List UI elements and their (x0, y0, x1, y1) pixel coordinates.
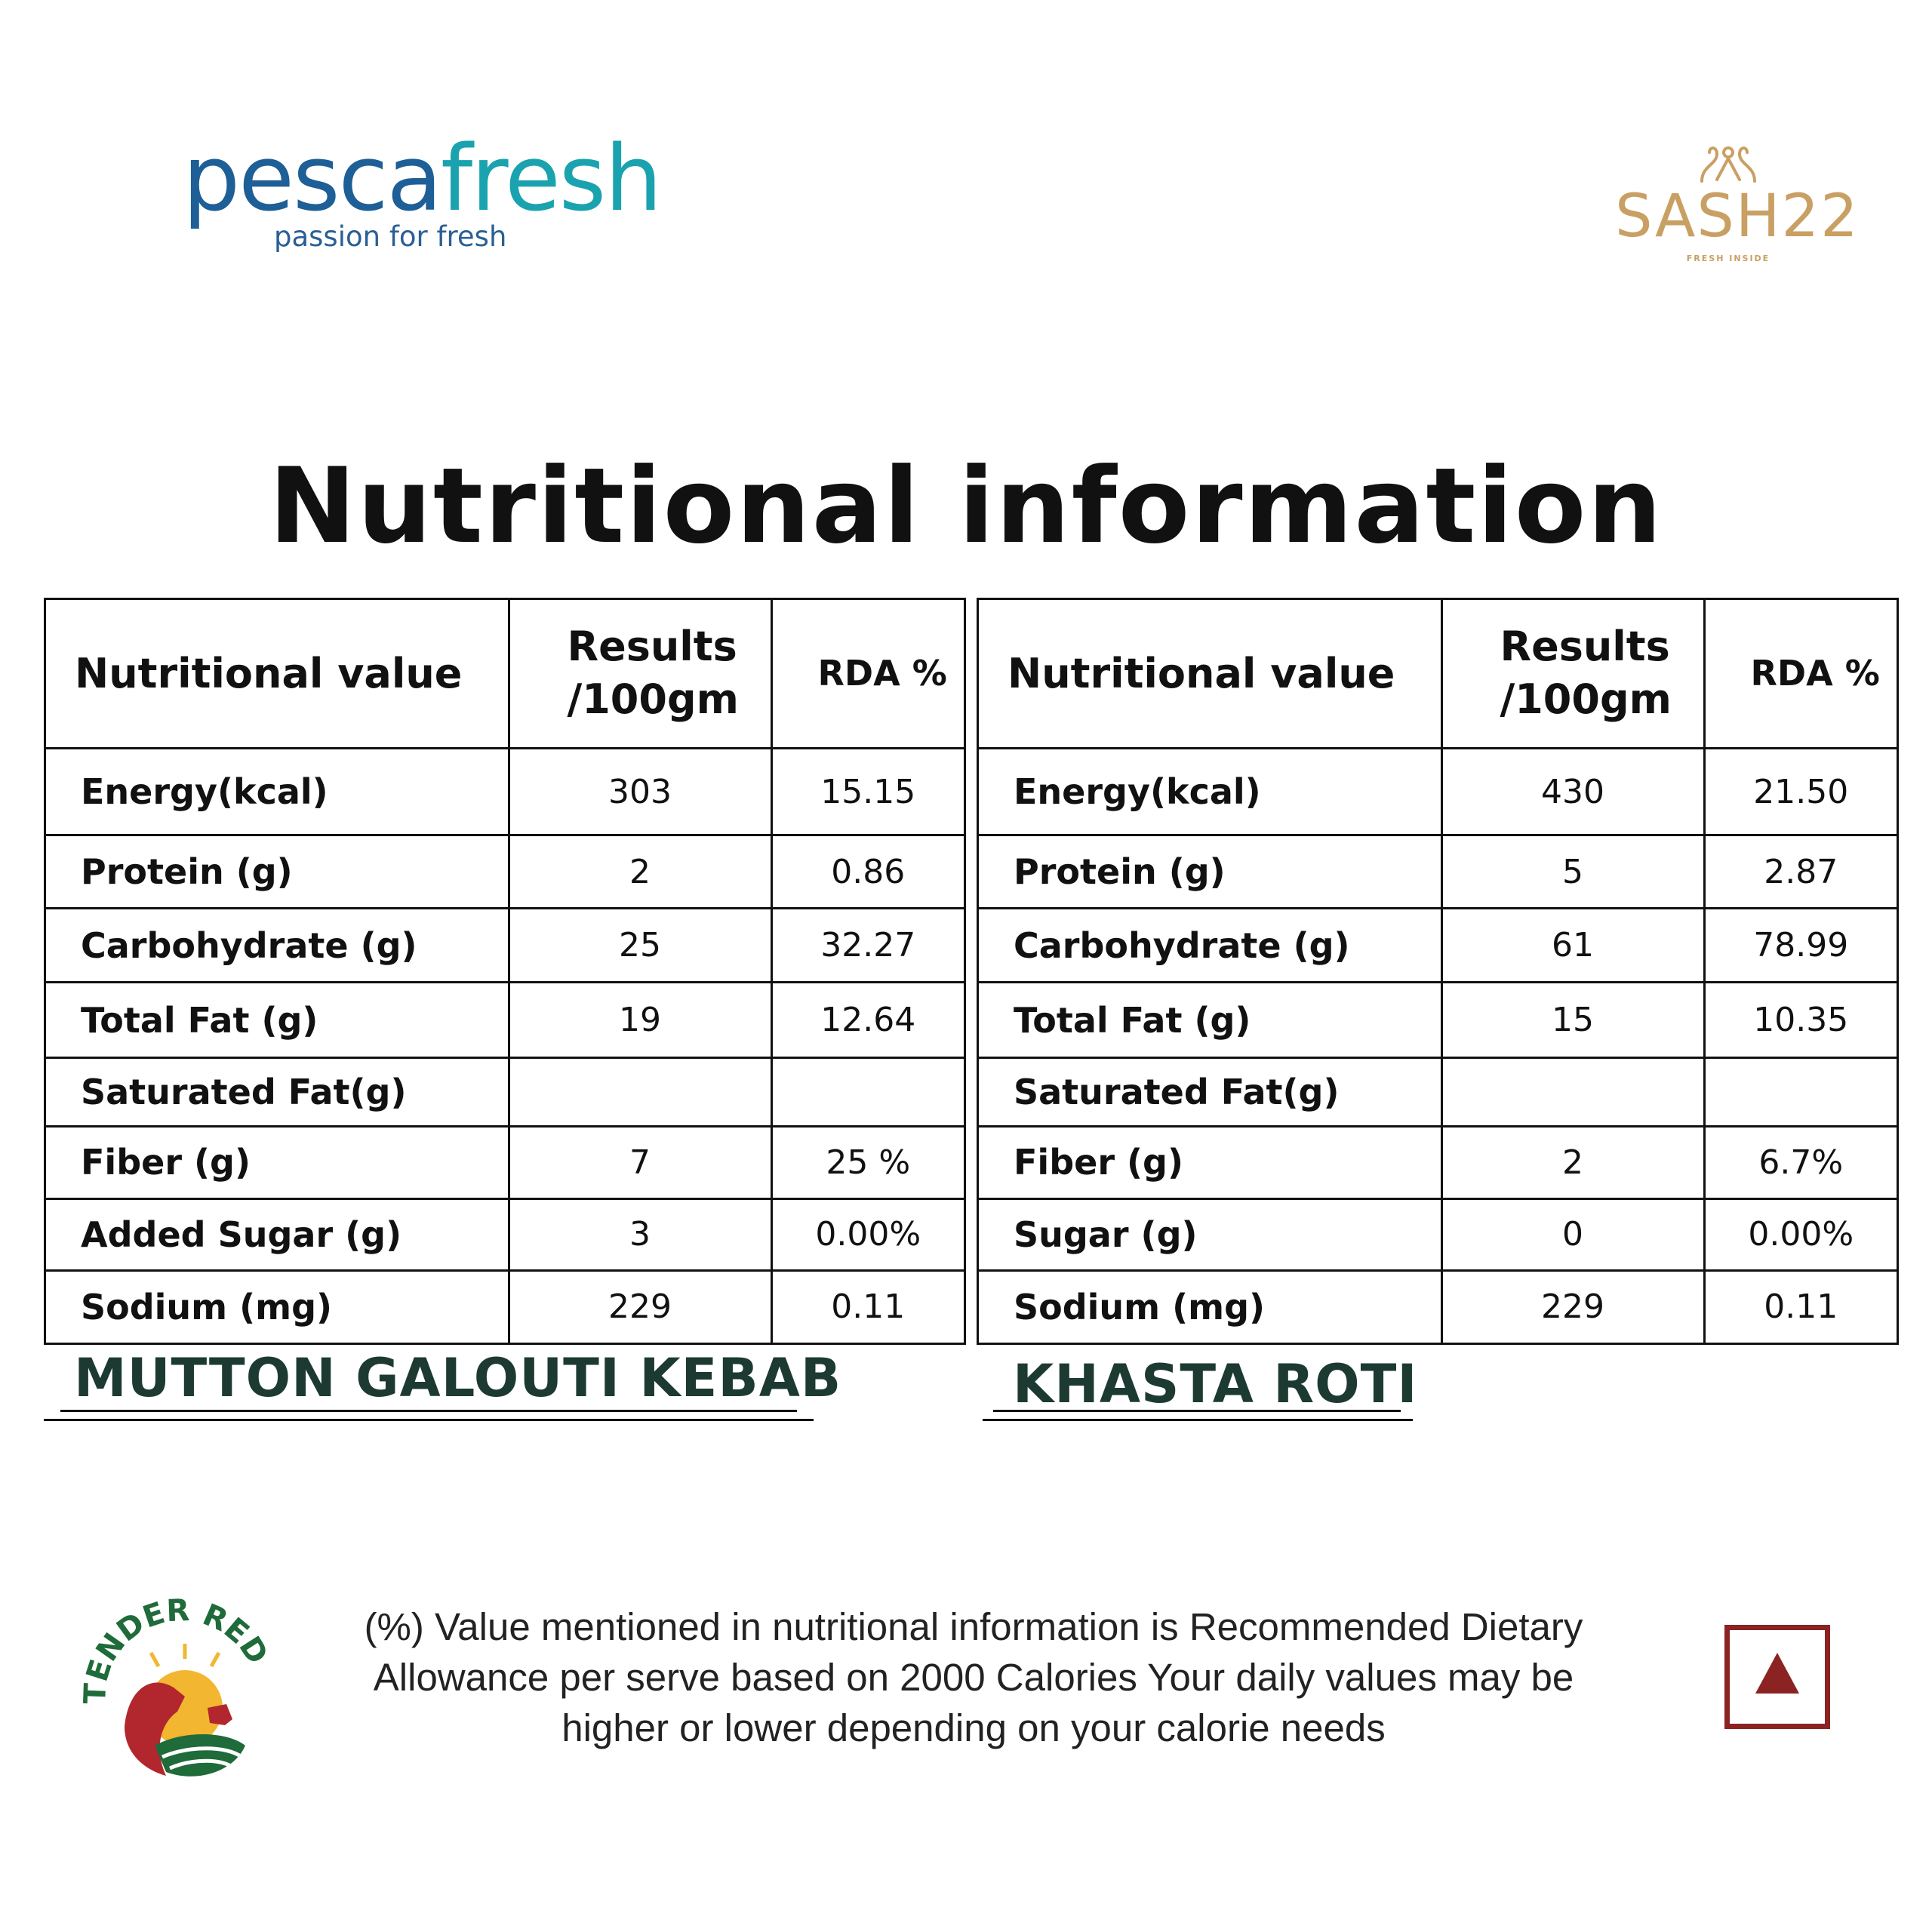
table-row: Sodium (mg) 229 0.11 (979, 1269, 1897, 1343)
sash22-logo: SASH22 FRESH INSIDE (1615, 143, 1860, 263)
row-label: Fiber (g) (979, 1125, 1443, 1200)
header-rda: RDA % (1703, 600, 1897, 749)
row-result: 3 (507, 1197, 773, 1272)
table-row: Added Sugar (g) 3 0.00% (46, 1197, 964, 1272)
table-row: Protein (g) 5 2.87 (979, 834, 1897, 909)
table-row: Sugar (g) 0 0.00% (979, 1197, 1897, 1272)
product-name-khasta-roti: KHASTA ROTI (1013, 1353, 1418, 1415)
header-rda: RDA % (770, 600, 964, 749)
pescafresh-wordmark: pescafresh (183, 127, 662, 232)
table-row: Fiber (g) 7 25 % (46, 1125, 964, 1200)
row-result: 2 (1440, 1125, 1706, 1200)
row-label: Sugar (g) (979, 1197, 1443, 1272)
nutrition-table-mutton: Nutritional value Results/100gm RDA % En… (44, 598, 966, 1345)
row-rda: 6.7% (1703, 1125, 1897, 1200)
row-label: Energy(kcal) (979, 746, 1443, 837)
product-underline (60, 1410, 797, 1412)
row-rda: 0.11 (770, 1269, 964, 1343)
table-row: Total Fat (g) 19 12.64 (46, 981, 964, 1059)
goat-farm-emblem-icon: TENDER RED (78, 1593, 275, 1777)
page-title: Nutritional information (269, 445, 1663, 567)
row-rda: 0.00% (770, 1197, 964, 1272)
row-label: Carbohydrate (g) (46, 906, 510, 984)
header-results: Results/100gm (507, 600, 773, 749)
sash22-tagline: FRESH INSIDE (1686, 254, 1770, 263)
row-rda: 78.99 (1703, 906, 1897, 984)
pescafresh-tagline: passion for fresh (274, 220, 507, 253)
table-row: Energy(kcal) 430 21.50 (979, 746, 1897, 837)
footnote-line: Allowance per serve based on 2000 Calori… (373, 1656, 1574, 1699)
row-rda: 0.11 (1703, 1269, 1897, 1343)
table-row: Protein (g) 2 0.86 (46, 834, 964, 909)
table-row: Total Fat (g) 15 10.35 (979, 981, 1897, 1059)
table-row: Saturated Fat(g) (46, 1056, 964, 1128)
row-result: 25 (507, 906, 773, 984)
row-label: Protein (g) (979, 834, 1443, 909)
row-label: Sodium (mg) (46, 1269, 510, 1343)
triangle-up-icon (1755, 1653, 1799, 1694)
table-row: Sodium (mg) 229 0.11 (46, 1269, 964, 1343)
header-nutritional-value: Nutritional value (979, 600, 1443, 749)
row-label: Protein (g) (46, 834, 510, 909)
nutrition-table-khasta-roti: Nutritional value Results/100gm RDA % En… (977, 598, 1899, 1345)
header-nutritional-value: Nutritional value (46, 600, 510, 749)
row-result: 7 (507, 1125, 773, 1200)
row-rda: 10.35 (1703, 981, 1897, 1059)
row-result: 229 (1440, 1269, 1706, 1343)
table-row: Carbohydrate (g) 61 78.99 (979, 906, 1897, 984)
row-result (1440, 1056, 1706, 1128)
sash22-wordmark: SASH22 (1615, 183, 1860, 251)
row-label: Sodium (mg) (979, 1269, 1443, 1343)
row-rda: 32.27 (770, 906, 964, 984)
row-label: Saturated Fat(g) (979, 1056, 1443, 1128)
row-result: 430 (1440, 746, 1706, 837)
row-rda: 0.86 (770, 834, 964, 909)
row-result: 2 (507, 834, 773, 909)
row-result: 15 (1440, 981, 1706, 1059)
row-result: 61 (1440, 906, 1706, 984)
table-header-row: Nutritional value Results/100gm RDA % (979, 600, 1897, 749)
header-results: Results/100gm (1440, 600, 1706, 749)
row-result: 19 (507, 981, 773, 1059)
product-underline (44, 1419, 814, 1421)
product-underline (983, 1419, 1413, 1421)
row-label: Fiber (g) (46, 1125, 510, 1200)
table-row: Energy(kcal) 303 15.15 (46, 746, 964, 837)
table-row: Fiber (g) 2 6.7% (979, 1125, 1897, 1200)
row-label: Carbohydrate (g) (979, 906, 1443, 984)
rda-footnote: (%) Value mentioned in nutritional infor… (317, 1601, 1630, 1753)
product-underline (993, 1410, 1401, 1412)
row-label: Total Fat (g) (46, 981, 510, 1059)
row-rda (770, 1056, 964, 1128)
row-rda (1703, 1056, 1897, 1128)
footnote-line: (%) Value mentioned in nutritional infor… (364, 1605, 1583, 1648)
row-label: Energy(kcal) (46, 746, 510, 837)
table-row: Carbohydrate (g) 25 32.27 (46, 906, 964, 984)
row-label: Saturated Fat(g) (46, 1056, 510, 1128)
row-result: 229 (507, 1269, 773, 1343)
row-result: 303 (507, 746, 773, 837)
row-label: Total Fat (g) (979, 981, 1443, 1059)
row-label: Added Sugar (g) (46, 1197, 510, 1272)
row-result: 5 (1440, 834, 1706, 909)
row-rda: 21.50 (1703, 746, 1897, 837)
footnote-line: higher or lower depending on your calori… (561, 1706, 1386, 1749)
crown-icon (1700, 146, 1756, 183)
row-result: 0 (1440, 1197, 1706, 1272)
non-veg-symbol (1724, 1625, 1830, 1729)
row-rda: 15.15 (770, 746, 964, 837)
tender-red-logo: TENDER RED (78, 1591, 279, 1787)
table-header-row: Nutritional value Results/100gm RDA % (46, 600, 964, 749)
row-rda: 0.00% (1703, 1197, 1897, 1272)
table-row: Saturated Fat(g) (979, 1056, 1897, 1128)
row-rda: 25 % (770, 1125, 964, 1200)
row-rda: 2.87 (1703, 834, 1897, 909)
row-rda: 12.64 (770, 981, 964, 1059)
product-name-mutton-galouti-kebab: MUTTON GALOUTI KEBAB (74, 1347, 842, 1409)
pescafresh-logo: pescafresh passion for fresh (183, 127, 662, 254)
row-result (507, 1056, 773, 1128)
